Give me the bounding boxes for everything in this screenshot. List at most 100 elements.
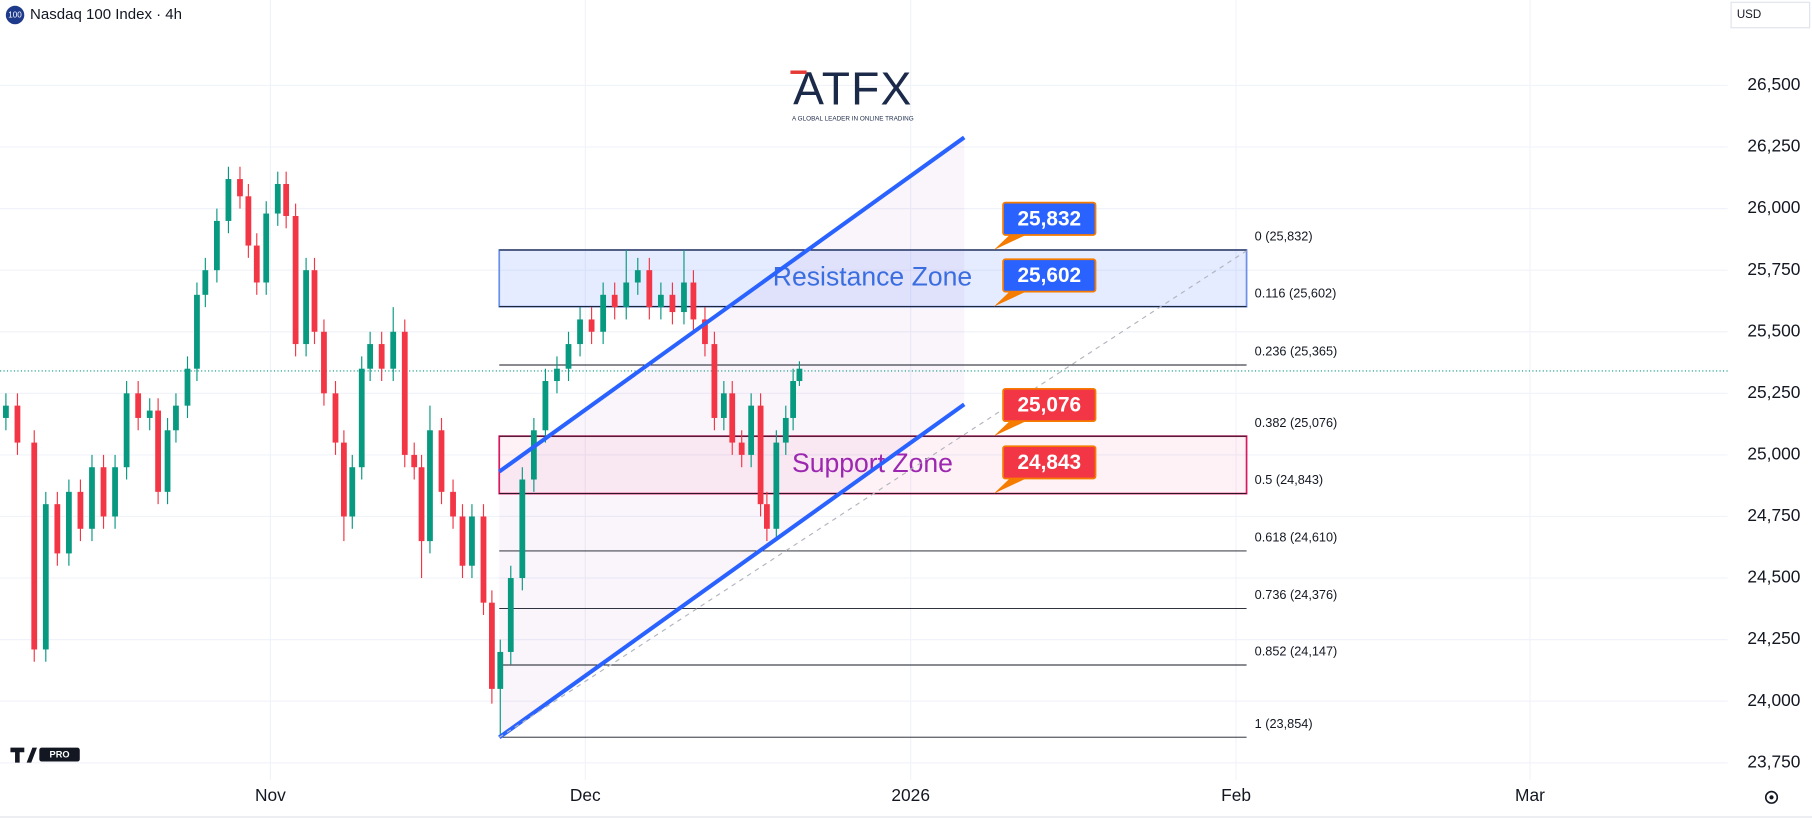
watermark: PRO [50, 750, 70, 760]
symbol-badge: 100 [8, 11, 22, 20]
y-tick-label: 23,750 [1747, 751, 1800, 771]
candle-body [213, 220, 220, 271]
candle-body [401, 331, 408, 455]
candle-body [65, 491, 72, 554]
candle-body [757, 405, 764, 505]
callout-box [1002, 258, 1097, 293]
candle-body [135, 393, 142, 418]
candle-body [450, 491, 456, 517]
callout-label: 25,602 [1017, 264, 1081, 287]
x-tick-label: Nov [255, 785, 286, 805]
logo-accent [790, 70, 807, 74]
fib-label: 0.852 (24,147) [1255, 644, 1338, 659]
currency-button[interactable] [1730, 1, 1811, 29]
y-tick-label: 25,250 [1747, 382, 1800, 402]
candle-body [681, 282, 687, 313]
callout-label: 25,832 [1017, 207, 1081, 230]
settings-button[interactable] [1764, 790, 1779, 804]
candle-body [194, 294, 200, 369]
candle-body [782, 417, 789, 443]
candle-body [263, 213, 270, 283]
candle-body [577, 319, 583, 345]
candle-body [283, 183, 290, 216]
chart-title: Nasdaq 100 Index · 4h [30, 6, 182, 23]
candle-body [274, 183, 281, 214]
candle-body [565, 344, 572, 369]
candle-body [100, 467, 107, 517]
candle-body [588, 319, 595, 332]
candle-body [600, 294, 607, 332]
candle-body [321, 331, 327, 394]
candle-body [657, 294, 664, 308]
candle-body [488, 602, 495, 689]
y-tick-label: 25,500 [1747, 320, 1800, 340]
candle-body [42, 504, 49, 650]
tv-pro-badge [39, 747, 80, 762]
fib-label: 0.618 (24,610) [1255, 530, 1338, 545]
zone-label: Support Zone [792, 448, 953, 478]
y-tick-label: 26,500 [1747, 74, 1800, 94]
candle-body [480, 516, 487, 603]
candle-body [411, 454, 418, 468]
candle-body [729, 393, 736, 443]
candle-body [155, 410, 161, 492]
candle-body [358, 368, 365, 468]
y-tick-label: 25,750 [1747, 259, 1800, 279]
candle-body [497, 651, 504, 689]
candle-body [340, 442, 347, 517]
candle-body [54, 504, 61, 554]
candle-body [748, 405, 755, 455]
candle-body [634, 270, 641, 283]
candle-body [14, 405, 21, 443]
callout-box [1002, 387, 1097, 423]
symbol-icon [5, 5, 25, 25]
candle-body [738, 442, 745, 455]
settings-icon[interactable] [1764, 790, 1779, 804]
x-tick-label: 2026 [891, 785, 930, 805]
candle-body [773, 442, 780, 529]
candle-body [184, 368, 191, 406]
candle-body [702, 319, 708, 345]
callout-label: 25,076 [1017, 394, 1081, 417]
candle-body [427, 430, 433, 542]
y-tick-label: 25,000 [1747, 443, 1800, 463]
candle-body [690, 282, 697, 320]
candle-body [469, 516, 475, 566]
x-tick-label: Dec [570, 785, 601, 805]
candle-body [669, 294, 676, 313]
x-tick-label: Mar [1515, 785, 1545, 805]
candle-body [378, 344, 385, 369]
channel-line [498, 402, 966, 740]
zone-label: Resistance Zone [773, 261, 972, 291]
currency[interactable]: USD [1737, 9, 1761, 21]
candle-body [146, 410, 153, 418]
grid: 23,750 24,000 24,250 24,500 24,750 25,000 25,2… [0, 0, 1800, 805]
candle-body [89, 467, 95, 529]
fib-label: 0 (25,832) [1255, 229, 1313, 244]
candle-body [164, 430, 171, 492]
candle-body [711, 344, 718, 418]
candle-body [646, 270, 653, 308]
candle-body [303, 270, 309, 345]
settings-icon-center[interactable] [1769, 795, 1774, 800]
candle-body [611, 294, 618, 308]
y-tick-label: 24,250 [1747, 628, 1800, 648]
logo: ATFX [793, 63, 912, 115]
candle-body [763, 504, 770, 529]
candle-body [123, 393, 130, 468]
candle-body [77, 491, 84, 529]
candle-body [438, 430, 445, 492]
fib-label: 0.116 (25,602) [1255, 285, 1337, 300]
candle-body [112, 467, 118, 517]
candle-body [349, 467, 356, 517]
candle-body [519, 479, 526, 579]
candle-body [418, 467, 425, 542]
candle-body [311, 270, 318, 332]
candle-body [3, 405, 9, 418]
tv-logo: PRO [10, 747, 80, 763]
candle-body [796, 368, 803, 382]
candle-body [173, 405, 179, 431]
y-tick-label: 24,000 [1747, 690, 1800, 710]
